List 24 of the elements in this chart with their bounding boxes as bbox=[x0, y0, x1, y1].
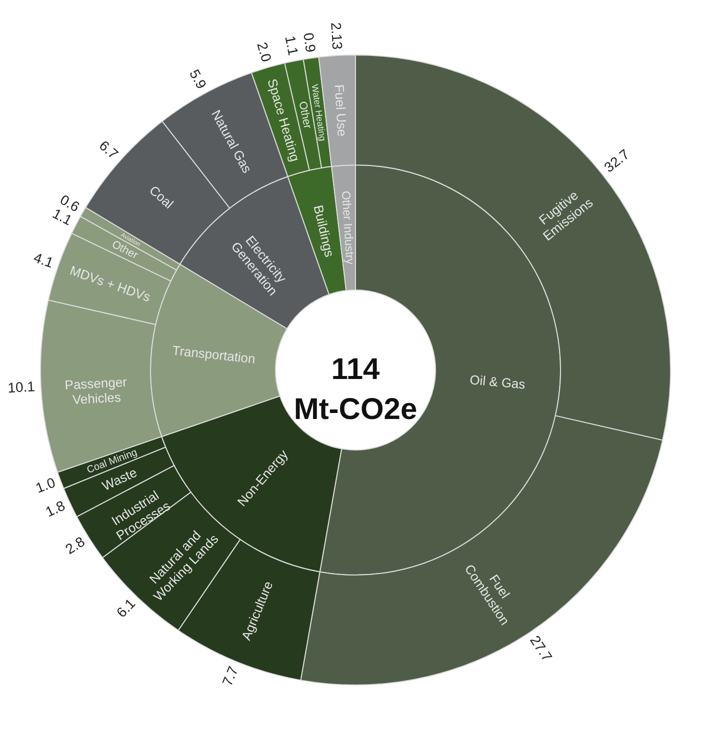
data-label: 6.1 bbox=[113, 595, 138, 620]
slice-label: Fuel Use bbox=[332, 84, 350, 137]
data-label: 2.0 bbox=[254, 40, 275, 64]
data-label: 1.1 bbox=[282, 34, 302, 57]
data-label: 6.7 bbox=[96, 137, 122, 162]
slice-label: Buildings bbox=[310, 204, 338, 259]
data-label: 27.7 bbox=[527, 632, 556, 664]
slice-label: Transportation bbox=[172, 342, 256, 366]
slice-label: MDVs + HDVs bbox=[68, 262, 153, 305]
slice-label: Passenger Vehicles bbox=[64, 374, 128, 408]
slice-label: Coal bbox=[146, 182, 176, 212]
data-label: 5.9 bbox=[186, 66, 210, 92]
data-label: 7.7 bbox=[218, 664, 242, 688]
data-label: 2.8 bbox=[62, 533, 88, 558]
data-label: 4.1 bbox=[32, 249, 56, 271]
data-label: 0.9 bbox=[300, 32, 320, 54]
data-label: 2.13 bbox=[328, 22, 346, 50]
data-label: 1.8 bbox=[42, 497, 68, 520]
data-label: 1.0 bbox=[33, 474, 58, 496]
text: 114 Mt-CO2e bbox=[294, 353, 418, 426]
slice-label: Oil & Gas bbox=[469, 372, 526, 392]
data-label: 32.7 bbox=[600, 146, 632, 176]
data-label: 10.1 bbox=[7, 378, 36, 396]
slice-label: Other Industry bbox=[339, 190, 356, 266]
